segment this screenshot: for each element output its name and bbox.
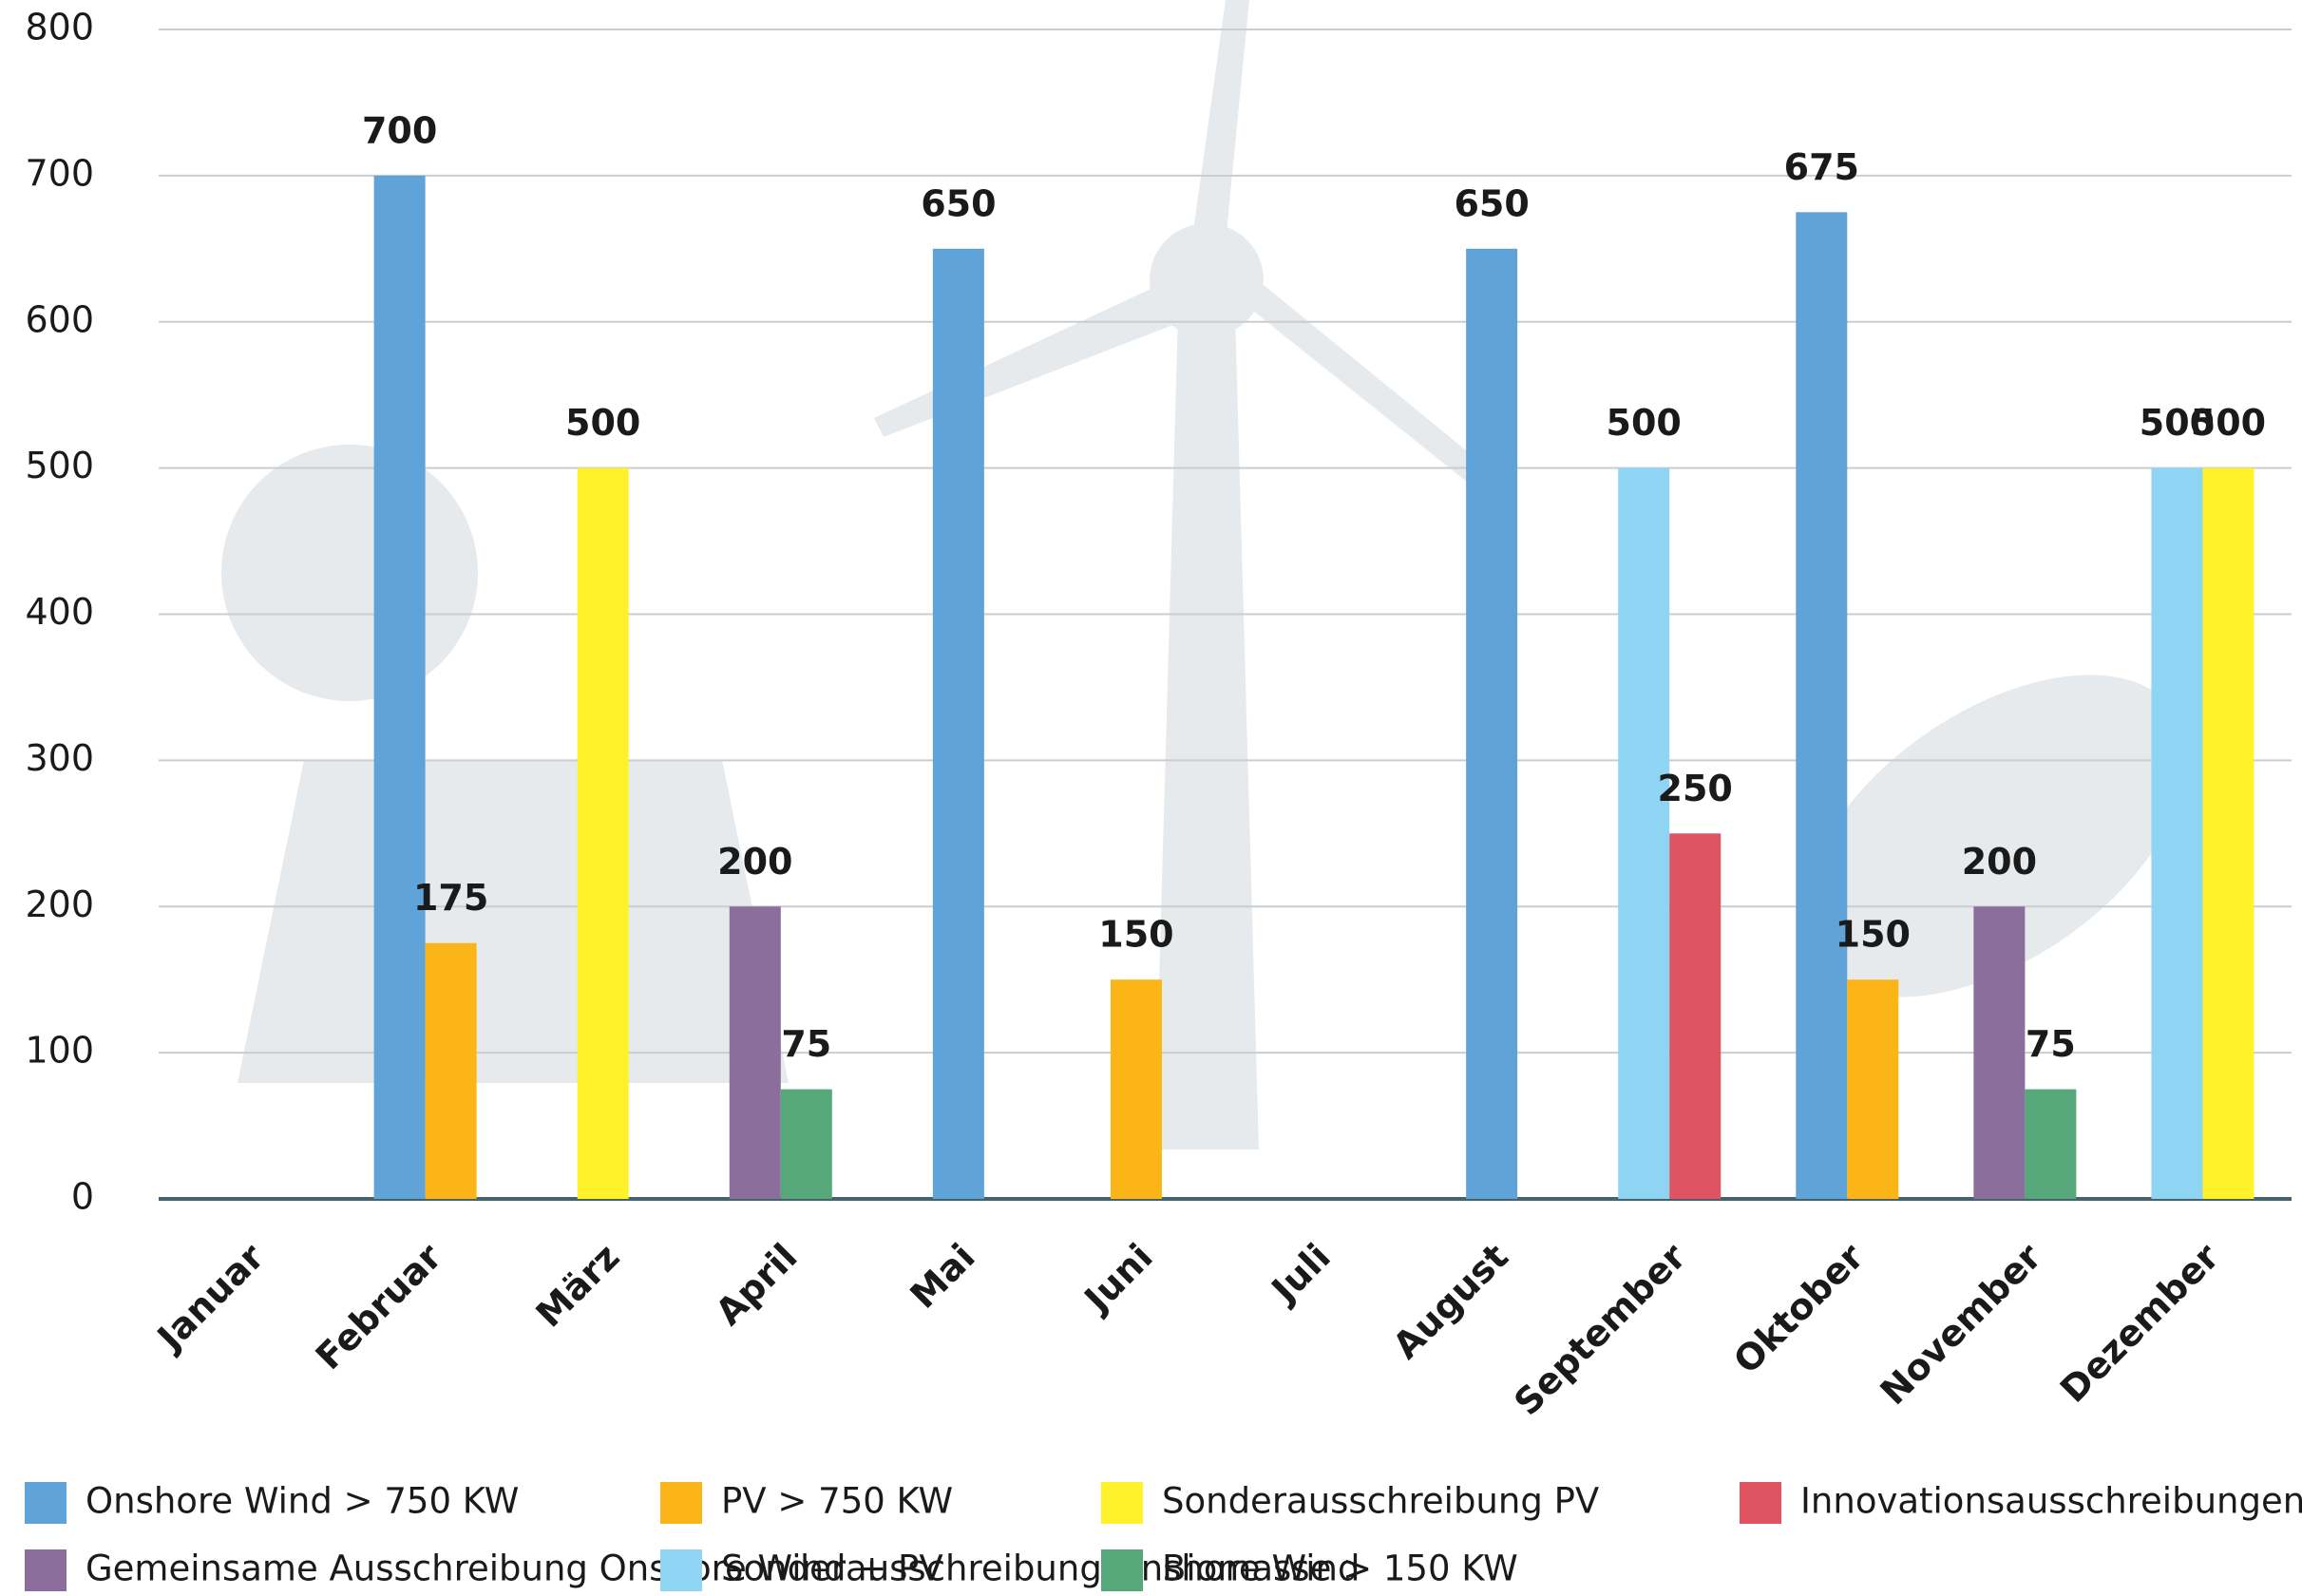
legend-swatch <box>25 1482 67 1524</box>
legend-swatch <box>1101 1549 1143 1591</box>
value-label: 250 <box>1658 768 1733 809</box>
value-label: 650 <box>921 182 996 224</box>
x-tick-label: September <box>1506 1235 1694 1423</box>
x-tick-label: Oktober <box>1725 1235 1872 1381</box>
y-tick-label: 0 <box>71 1176 94 1218</box>
bar <box>1618 468 1669 1199</box>
legend-label: Innovationsausschreibungen <box>1800 1481 2302 1522</box>
value-label: 150 <box>1098 914 1173 956</box>
x-tick-label: August <box>1385 1236 1516 1367</box>
x-tick-label: Juli <box>1262 1236 1339 1313</box>
y-tick-label: 300 <box>25 737 94 779</box>
turbine-blade-illustration <box>1245 285 1496 494</box>
bar <box>2025 1090 2076 1199</box>
bar <box>1973 906 2025 1199</box>
bar <box>1669 833 1721 1199</box>
value-label: 200 <box>717 841 792 883</box>
value-label: 500 <box>1607 402 1682 444</box>
x-tick-label: Juni <box>1075 1236 1161 1322</box>
y-tick-label: 700 <box>25 152 94 194</box>
legend-swatch <box>660 1482 702 1524</box>
y-tick-label: 200 <box>25 884 94 925</box>
x-tick-label: Dezember <box>2052 1235 2227 1410</box>
y-tick-label: 500 <box>25 445 94 486</box>
bar <box>933 249 984 1199</box>
bar <box>578 468 629 1199</box>
legend-swatch <box>660 1549 702 1591</box>
legend-label: PV > 750 KW <box>721 1481 953 1522</box>
x-tick-label: Mai <box>902 1236 982 1317</box>
turbine-blade-illustration <box>1192 0 1249 242</box>
x-tick-label: April <box>708 1236 806 1334</box>
value-label: 700 <box>362 109 437 151</box>
value-label: 500 <box>565 402 640 444</box>
x-tick-label: November <box>1873 1235 2050 1413</box>
bar <box>374 176 426 1199</box>
solar-panel-illustration <box>238 760 789 1083</box>
legend-label: Onshore Wind > 750 KW <box>86 1481 519 1522</box>
legend-label: Biomasse > 150 KW <box>1162 1548 1518 1589</box>
value-label: 200 <box>1962 841 2037 883</box>
legend-swatch <box>1101 1482 1143 1524</box>
legend-swatch <box>25 1549 67 1591</box>
value-label: 650 <box>1454 182 1529 224</box>
turbine-tower-illustration <box>1154 314 1259 1150</box>
chart: 0 100 200 300 400 500 600 700 800 Januar 700 175 Feb… <box>0 0 2302 1592</box>
value-label: 675 <box>1784 146 1859 188</box>
bar <box>730 906 781 1199</box>
turbine-blade-illustration <box>874 285 1178 437</box>
bar <box>1466 249 1517 1199</box>
background-illustration <box>221 0 2245 1150</box>
sun-illustration <box>221 445 478 701</box>
bar <box>1796 212 1847 1199</box>
x-tick-label: März <box>528 1236 628 1336</box>
value-label: 150 <box>1836 914 1911 956</box>
bar <box>781 1090 832 1199</box>
y-tick-label: 100 <box>25 1030 94 1072</box>
x-tick-label: Januar <box>147 1236 272 1360</box>
legend-swatch <box>1740 1482 1781 1524</box>
y-tick-label: 400 <box>25 591 94 633</box>
bar <box>2151 468 2202 1199</box>
legend-label: Sonderausschreibung PV <box>1162 1481 1599 1522</box>
bar <box>2202 468 2254 1199</box>
y-tick-label: 600 <box>25 298 94 340</box>
value-label: 175 <box>413 877 488 919</box>
bar <box>1111 979 1162 1199</box>
y-tick-label: 800 <box>25 7 94 48</box>
bar <box>426 943 477 1199</box>
bar <box>1847 979 1898 1199</box>
value-label: 75 <box>781 1023 831 1065</box>
value-label: 500 <box>2191 402 2266 444</box>
value-label: 75 <box>2026 1023 2076 1065</box>
x-tick-label: Februar <box>308 1235 450 1378</box>
